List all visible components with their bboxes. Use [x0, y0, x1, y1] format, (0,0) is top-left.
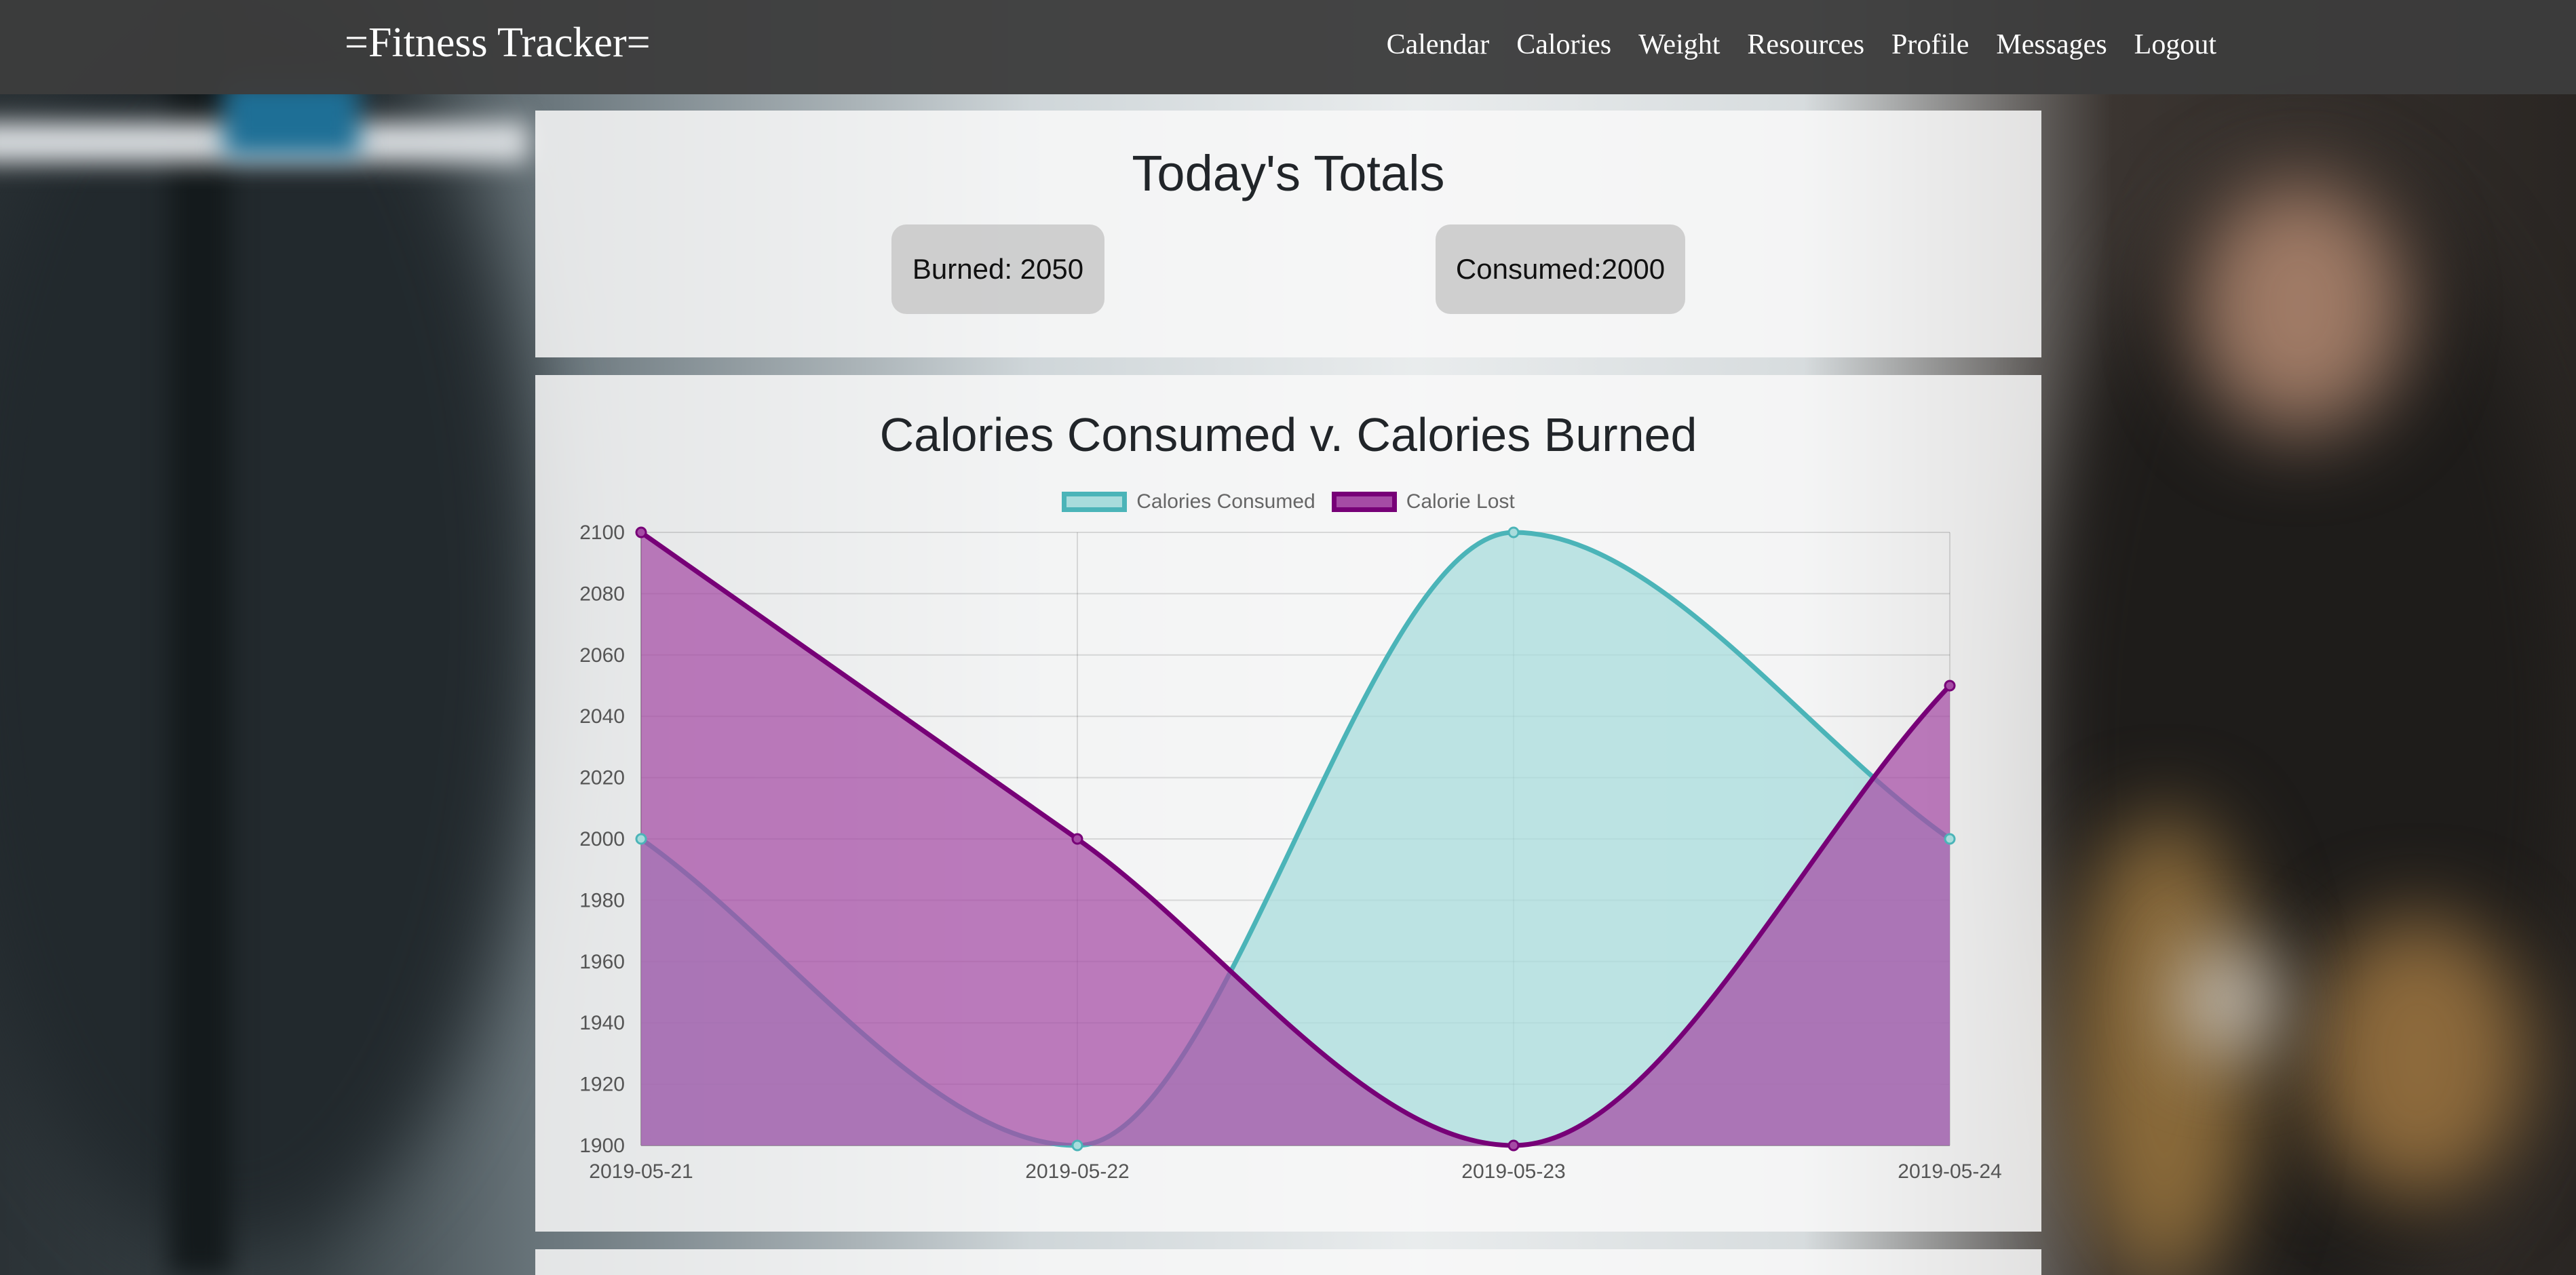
calorie-chart-panel: Calories Consumed v. Calories Burned Cal…	[535, 375, 2041, 1232]
consumed-total-badge: Consumed:2000	[1436, 224, 1685, 314]
y-tick-label: 1980	[579, 889, 625, 911]
legend-item-lost[interactable]: Calorie Lost	[1331, 490, 1515, 513]
data-point-consumed	[635, 833, 647, 845]
totals-title: Today's Totals	[1132, 145, 1445, 201]
legend-swatch-lost	[1331, 492, 1397, 512]
nav-link-weight[interactable]: Weight	[1638, 29, 1720, 60]
data-point-lost	[635, 526, 647, 538]
y-tick-label: 2080	[579, 583, 625, 605]
nav-link-profile[interactable]: Profile	[1891, 29, 1969, 60]
area-fill-lost	[641, 532, 1950, 1145]
chart-title: Calories Consumed v. Calories Burned	[879, 408, 1697, 461]
nav-links: Calendar Calories Weight Resources Profi…	[1387, 28, 2216, 61]
y-tick-label: 2100	[579, 522, 625, 544]
x-tick-label: 2019-05-22	[1025, 1160, 1129, 1183]
y-tick-label: 2020	[579, 767, 625, 789]
y-tick-label: 1920	[579, 1074, 625, 1096]
legend-item-consumed[interactable]: Calories Consumed	[1062, 490, 1315, 513]
data-point-consumed	[1944, 833, 1956, 845]
series-line-lost	[639, 530, 1952, 1148]
y-tick-label: 2040	[579, 705, 625, 728]
y-tick-label: 1940	[579, 1012, 625, 1034]
nav-link-resources[interactable]: Resources	[1747, 29, 1865, 60]
navbar: =Fitness Tracker= Calendar Calories Weig…	[0, 0, 2576, 94]
nav-link-calendar[interactable]: Calendar	[1386, 29, 1490, 60]
x-tick-label: 2019-05-24	[1898, 1160, 2001, 1183]
y-tick-label: 2000	[579, 828, 625, 850]
todays-totals-panel: Today's Totals Burned: 2050 Consumed:200…	[535, 111, 2041, 357]
nav-link-logout[interactable]: Logout	[2134, 29, 2216, 60]
area-chart: 1900 1920 1940 1960 1980 2000 2020 2040 2060 2080…	[579, 522, 2001, 1183]
data-point-lost	[1944, 680, 1956, 692]
brand-logo[interactable]: =Fitness Tracker=	[345, 20, 651, 66]
chart-legend: Calories Consumed Calorie Lost	[535, 490, 2041, 513]
x-tick-label: 2019-05-23	[1461, 1160, 1565, 1183]
burned-total-badge: Burned: 2050	[891, 224, 1104, 314]
legend-label-lost: Calorie Lost	[1406, 490, 1515, 513]
next-panel	[535, 1249, 2041, 1275]
data-point-consumed	[1507, 526, 1520, 538]
y-tick-label: 1960	[579, 951, 625, 973]
nav-link-calories[interactable]: Calories	[1516, 29, 1612, 60]
legend-swatch-consumed	[1062, 492, 1128, 512]
data-point-consumed	[1071, 1139, 1083, 1152]
data-point-lost	[1071, 833, 1083, 845]
nav-link-messages[interactable]: Messages	[1996, 29, 2107, 60]
data-point-lost	[1507, 1139, 1520, 1152]
legend-label-consumed: Calories Consumed	[1136, 490, 1315, 513]
y-tick-label: 1900	[579, 1135, 625, 1157]
y-tick-label: 2060	[579, 644, 625, 667]
x-tick-label: 2019-05-21	[589, 1160, 693, 1183]
